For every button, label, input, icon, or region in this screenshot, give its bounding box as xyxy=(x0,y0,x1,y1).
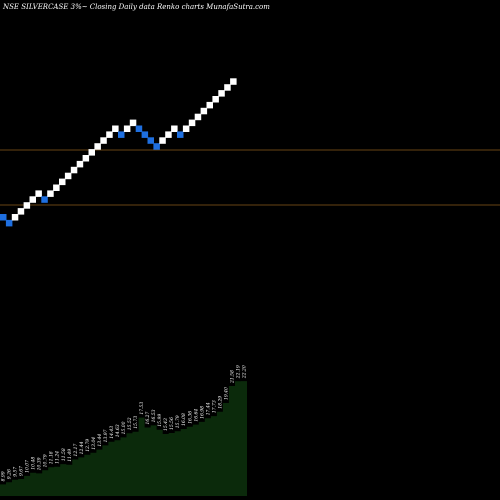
volume-label: 17.44 xyxy=(205,402,211,415)
volume-label: 8.99 xyxy=(1,471,7,481)
volume-label: 16.53 xyxy=(151,409,157,422)
renko-brick xyxy=(29,196,36,203)
renko-brick xyxy=(5,219,13,227)
renko-brick xyxy=(70,166,78,174)
volume-label: 16.64 xyxy=(193,409,199,422)
volume-label: 15.52 xyxy=(127,417,133,430)
renko-brick xyxy=(159,137,166,144)
volume-label: 11.24 xyxy=(55,451,61,464)
volume-label: 10.79 xyxy=(43,454,49,467)
volume-label: 12.79 xyxy=(85,439,91,452)
renko-bricks xyxy=(0,78,237,227)
renko-brick xyxy=(182,125,190,132)
renko-brick xyxy=(153,143,160,150)
volume-label: 13.97 xyxy=(103,429,109,442)
renko-brick xyxy=(118,131,125,138)
renko-brick xyxy=(23,202,31,209)
renko-brick xyxy=(76,160,84,168)
renko-brick xyxy=(165,131,172,138)
renko-brick xyxy=(35,190,42,197)
volume-label: 15.73 xyxy=(133,416,139,429)
renko-brick xyxy=(194,113,202,121)
renko-brick xyxy=(206,101,213,109)
volume-label: 17.73 xyxy=(211,400,217,413)
volume-label: 10.48 xyxy=(31,457,37,470)
chart-title: NSE SILVERCASE 3%~ Closing Daily data Re… xyxy=(2,3,270,11)
volume-label: 18.29 xyxy=(217,396,223,409)
renko-brick xyxy=(106,131,113,138)
volume-label: 11.58 xyxy=(61,448,67,461)
renko-brick xyxy=(0,214,7,221)
renko-brick xyxy=(53,184,60,191)
renko-brick xyxy=(224,84,231,91)
renko-brick xyxy=(129,119,137,127)
renko-brick xyxy=(218,90,225,97)
volume-label: 22.20 xyxy=(242,365,248,379)
renko-brick xyxy=(41,196,48,203)
volume-label: 16.27 xyxy=(145,411,151,424)
renko-brick xyxy=(212,96,219,103)
volume-label: 12.44 xyxy=(79,441,85,454)
volume-label: 22.19 xyxy=(236,365,242,379)
renko-brick xyxy=(141,131,149,138)
renko-brick xyxy=(230,78,237,85)
volume-label: 11.49 xyxy=(67,449,73,462)
renko-brick xyxy=(147,137,154,144)
volume-label: 16.08 xyxy=(181,413,187,426)
volume-label: 15.99 xyxy=(157,414,163,427)
volume-label: 15.79 xyxy=(175,415,181,428)
volume-label: 15.43 xyxy=(163,418,169,431)
volume-label: 15.56 xyxy=(169,417,175,430)
renko-brick xyxy=(88,149,95,156)
renko-brick xyxy=(112,125,119,132)
volume-label: 11.18 xyxy=(49,451,55,464)
renko-brick xyxy=(135,125,143,132)
volume-label: 13.44 xyxy=(97,434,103,447)
renko-brick xyxy=(94,143,101,150)
volume-label: 17.53 xyxy=(139,402,145,415)
volume-label: 9.57 xyxy=(13,467,19,477)
renko-brick xyxy=(11,214,19,221)
renko-brick xyxy=(188,119,196,127)
volume-label: 21.58 xyxy=(229,370,235,384)
reference-lines xyxy=(0,149,500,206)
renko-brick xyxy=(47,190,54,197)
renko-brick xyxy=(177,131,184,138)
renko-brick xyxy=(59,178,66,186)
volume-label: 10.07 xyxy=(25,460,31,473)
renko-brick xyxy=(17,208,25,215)
renko-brick xyxy=(100,137,107,144)
renko-brick xyxy=(200,107,208,115)
volume-label: 13.04 xyxy=(91,437,97,450)
volume-fill xyxy=(0,381,247,496)
volume-label: 14.43 xyxy=(109,426,115,439)
volume-label: 12.17 xyxy=(73,443,79,456)
volume-label: 15.00 xyxy=(121,421,127,434)
volume-area xyxy=(0,381,247,496)
volume-label: 9.26 xyxy=(7,469,13,479)
renko-brick xyxy=(123,125,131,132)
volume-label: 14.63 xyxy=(115,424,121,437)
renko-brick xyxy=(82,155,90,162)
volume-label: 9.67 xyxy=(19,466,25,476)
renko-brick xyxy=(64,172,72,180)
volume-labels: 8.99 9.26 9.57 9.67 10.07 10.48 10.39 10.79 11.1… xyxy=(1,365,248,481)
renko-brick xyxy=(171,125,178,132)
volume-label: 10.39 xyxy=(37,457,43,470)
volume-label: 16.98 xyxy=(199,406,205,419)
volume-label: 19.40 xyxy=(223,387,229,400)
volume-label: 16.36 xyxy=(187,411,193,424)
